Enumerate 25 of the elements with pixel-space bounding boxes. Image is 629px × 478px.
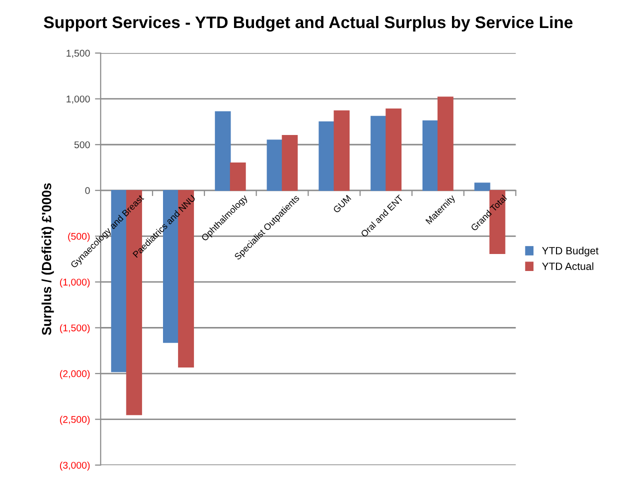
y-tick-label: (2,500) (60, 416, 90, 425)
y-tick-label: (3,000) (60, 462, 90, 471)
y-tick-label: (2,000) (60, 370, 90, 380)
bar (178, 190, 194, 368)
y-tick-label: 500 (74, 141, 90, 148)
bar (386, 108, 402, 191)
bar (422, 120, 438, 191)
bar (370, 116, 386, 191)
bar (334, 110, 350, 191)
bar (214, 111, 231, 191)
y-tick-label: 0 (85, 187, 90, 194)
y-tick-label: (1,000) (60, 278, 90, 288)
chart-title: Support Services - YTD Budget and Actual Surplus by Service Line (44, 16, 573, 32)
bar (282, 135, 298, 191)
bar (438, 96, 454, 191)
bar (318, 121, 335, 191)
y-axis-title: Surplus / (Deficit) £'000s (42, 183, 54, 336)
bar (230, 162, 246, 191)
legend-label: YTD Budget (542, 246, 598, 256)
y-tick-label: 1,500 (66, 50, 90, 58)
bar (474, 182, 490, 191)
bar (266, 140, 283, 191)
y-tick-label: 1,000 (66, 96, 90, 104)
legend-label: YTD Actual (542, 262, 594, 270)
y-tick-label: (1,500) (60, 324, 90, 334)
